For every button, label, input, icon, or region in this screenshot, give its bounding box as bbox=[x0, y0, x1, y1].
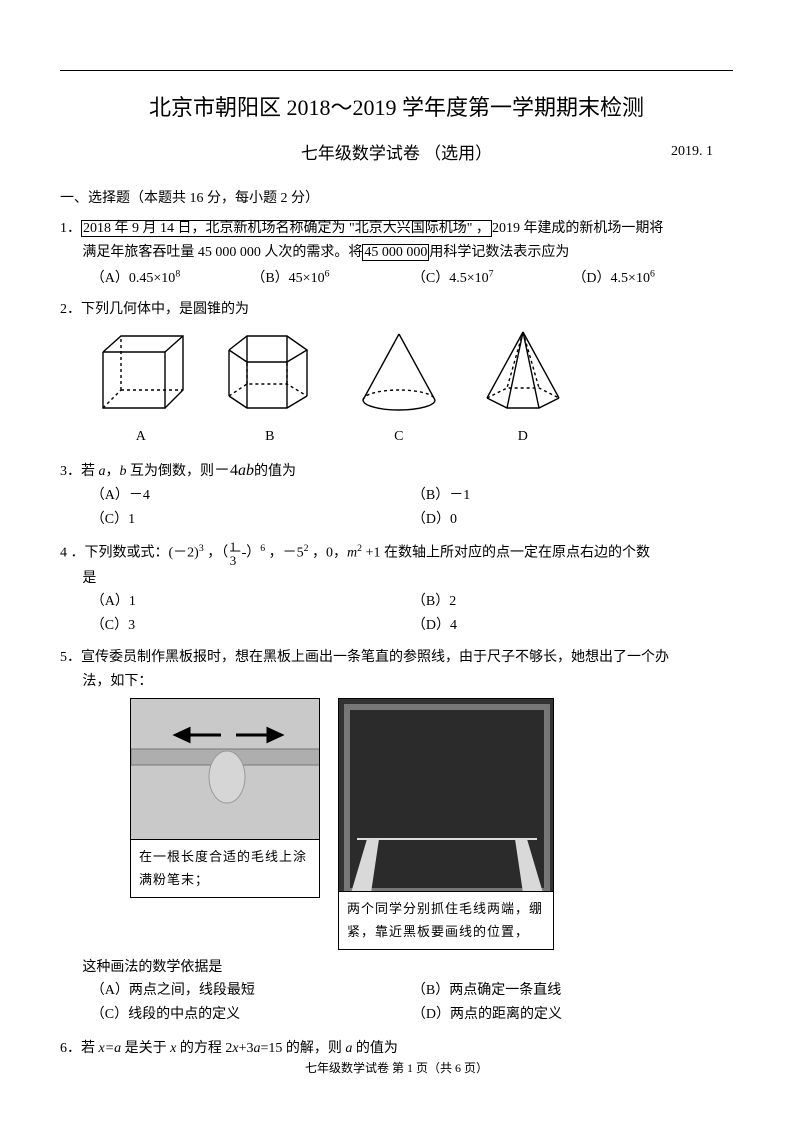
q3-line1: 3．若 a，b 互为倒数，则－4ab的值为 bbox=[60, 457, 733, 484]
q5-fig2-img bbox=[339, 699, 553, 892]
q3-num: 3． bbox=[60, 464, 81, 479]
shape-hex-prism bbox=[215, 328, 325, 425]
q2-label-a: A bbox=[91, 425, 191, 449]
q4-opt-a: （A）1 bbox=[91, 590, 412, 614]
section-1-heading: 一、选择题（本题共 16 分，每小题 2 分） bbox=[60, 187, 733, 211]
q1-opt-d: （D）4.5×106 bbox=[572, 267, 733, 291]
q5-row2: （C）线段的中点的定义 （D）两点的距离的定义 bbox=[60, 1003, 733, 1027]
q5-opt-b: （B）两点确定一条直线 bbox=[412, 979, 733, 1003]
shape-cube bbox=[91, 328, 191, 425]
q3-expr: －4ab bbox=[214, 462, 254, 479]
q1-opt-b: （B）45×106 bbox=[251, 267, 412, 291]
q5-figures: 在一根长度合适的毛线上涂满粉笔末； 两个同学分别抓住毛线两端，绷紧，靠近黑板要画… bbox=[60, 698, 733, 950]
q3-opt-a: （A）－4 bbox=[91, 484, 412, 508]
q5-fig1-img bbox=[131, 699, 319, 840]
subtitle: 七年级数学试卷 （选用） bbox=[301, 140, 492, 169]
q5-line1: 5．宣传委员制作黑板报时，想在黑板上画出一条笔直的参照线，由于尺子不够长，她想出… bbox=[60, 646, 733, 670]
q4-line1: 4 ．下列数或式：(－2)3 ，（－13）6 ，－52 ，0，m2 +1 在数轴… bbox=[60, 540, 733, 567]
q3-row1: （A）－4 （B）－1 bbox=[60, 484, 733, 508]
q2-text: 下列几何体中，是圆锥的为 bbox=[81, 302, 249, 317]
q3-opt-b: （B）－1 bbox=[412, 484, 733, 508]
question-3: 3．若 a，b 互为倒数，则－4ab的值为 （A）－4 （B）－1 （C）1 （… bbox=[60, 457, 733, 532]
q1-l2a: 满足年旅客吞吐量 45 000 000 人次的需求。将 bbox=[82, 245, 362, 260]
q5-opt-a: （A）两点之间，线段最短 bbox=[91, 979, 412, 1003]
q4-line2: 是 bbox=[60, 567, 733, 591]
q5-opt-c: （C）线段的中点的定义 bbox=[91, 1003, 412, 1027]
q5-fig2-caption: 两个同学分别抓住毛线两端，绷紧，靠近黑板要画线的位置， bbox=[339, 891, 553, 948]
q1-boxed-2: 45 000 000 bbox=[362, 244, 429, 261]
q4-num: 4 ． bbox=[60, 545, 85, 560]
q5-fig1-caption: 在一根长度合适的毛线上涂满粉笔末； bbox=[131, 839, 319, 896]
page-footer: 七年级数学试卷 第 1 页（共 6 页） bbox=[0, 1058, 793, 1078]
q5-line2: 法，如下： bbox=[60, 670, 733, 694]
q6-num: 6． bbox=[60, 1041, 81, 1056]
q4-opt-c: （C）3 bbox=[91, 614, 412, 638]
q2-label-c: C bbox=[349, 425, 449, 449]
question-2: 2．下列几何体中，是圆锥的为 bbox=[60, 298, 733, 448]
q2-line1: 2．下列几何体中，是圆锥的为 bbox=[60, 298, 733, 322]
q5-row1: （A）两点之间，线段最短 （B）两点确定一条直线 bbox=[60, 979, 733, 1003]
cube-icon bbox=[91, 328, 191, 416]
q1-num: 1． bbox=[60, 221, 81, 236]
string-arrows-icon bbox=[131, 699, 319, 815]
shape-cone bbox=[349, 328, 449, 425]
q4-opt-b: （B）2 bbox=[412, 590, 733, 614]
page-title: 北京市朝阳区 2018～2019 学年度第一学期期末检测 bbox=[60, 89, 733, 126]
q5-fig2: 两个同学分别抓住毛线两端，绷紧，靠近黑板要画线的位置， bbox=[338, 698, 554, 950]
q2-label-b: B bbox=[215, 425, 325, 449]
q3-row2: （C）1 （D）0 bbox=[60, 508, 733, 532]
question-4: 4 ．下列数或式：(－2)3 ，（－13）6 ，－52 ，0，m2 +1 在数轴… bbox=[60, 540, 733, 638]
blackboard-icon bbox=[339, 699, 553, 892]
q5-opt-d: （D）两点的距离的定义 bbox=[412, 1003, 733, 1027]
q2-labels: A B C D bbox=[60, 425, 733, 449]
q1-opt-c: （C）4.5×107 bbox=[412, 267, 573, 291]
q5-conclusion: 这种画法的数学依据是 bbox=[60, 956, 733, 980]
q4-row2: （C）3 （D）4 bbox=[60, 614, 733, 638]
q2-num: 2． bbox=[60, 302, 81, 317]
q4-opt-d: （D）4 bbox=[412, 614, 733, 638]
q5-fig1: 在一根长度合适的毛线上涂满粉笔末； bbox=[130, 698, 320, 898]
top-rule bbox=[60, 70, 733, 71]
subtitle-row: 七年级数学试卷 （选用） 2019. 1 bbox=[60, 140, 733, 169]
q1-l2b: 用科学记数法表示应为 bbox=[429, 245, 569, 260]
q1-opt-a: （A）0.45×108 bbox=[91, 267, 252, 291]
hexpyramid-icon bbox=[473, 328, 573, 416]
q3-opt-d: （D）0 bbox=[412, 508, 733, 532]
hexprism-icon bbox=[215, 328, 325, 416]
q3-opt-c: （C）1 bbox=[91, 508, 412, 532]
exam-date: 2019. 1 bbox=[671, 140, 713, 164]
question-1: 1．2018 年 9 月 14 日，北京新机场名称确定为 "北京大兴国际机场" … bbox=[60, 217, 733, 290]
q2-shapes bbox=[60, 328, 733, 425]
q1-options: （A）0.45×108 （B）45×106 （C）4.5×107 （D）4.5×… bbox=[60, 267, 733, 291]
q1-line2: 满足年旅客吞吐量 45 000 000 人次的需求。将45 000 000用科学… bbox=[60, 241, 733, 265]
q2-label-d: D bbox=[473, 425, 573, 449]
q1-line1: 1．2018 年 9 月 14 日，北京新机场名称确定为 "北京大兴国际机场" … bbox=[60, 217, 733, 241]
q1-tail1: 2019 年建成的新机场一期将 bbox=[492, 221, 664, 236]
q5-num: 5． bbox=[60, 650, 81, 665]
question-5: 5．宣传委员制作黑板报时，想在黑板上画出一条笔直的参照线，由于尺子不够长，她想出… bbox=[60, 646, 733, 1027]
cone-icon bbox=[349, 328, 449, 416]
shape-hex-pyramid bbox=[473, 328, 573, 425]
q4-row1: （A）1 （B）2 bbox=[60, 590, 733, 614]
q1-boxed-1: 2018 年 9 月 14 日，北京新机场名称确定为 "北京大兴国际机场" ， bbox=[81, 220, 492, 237]
